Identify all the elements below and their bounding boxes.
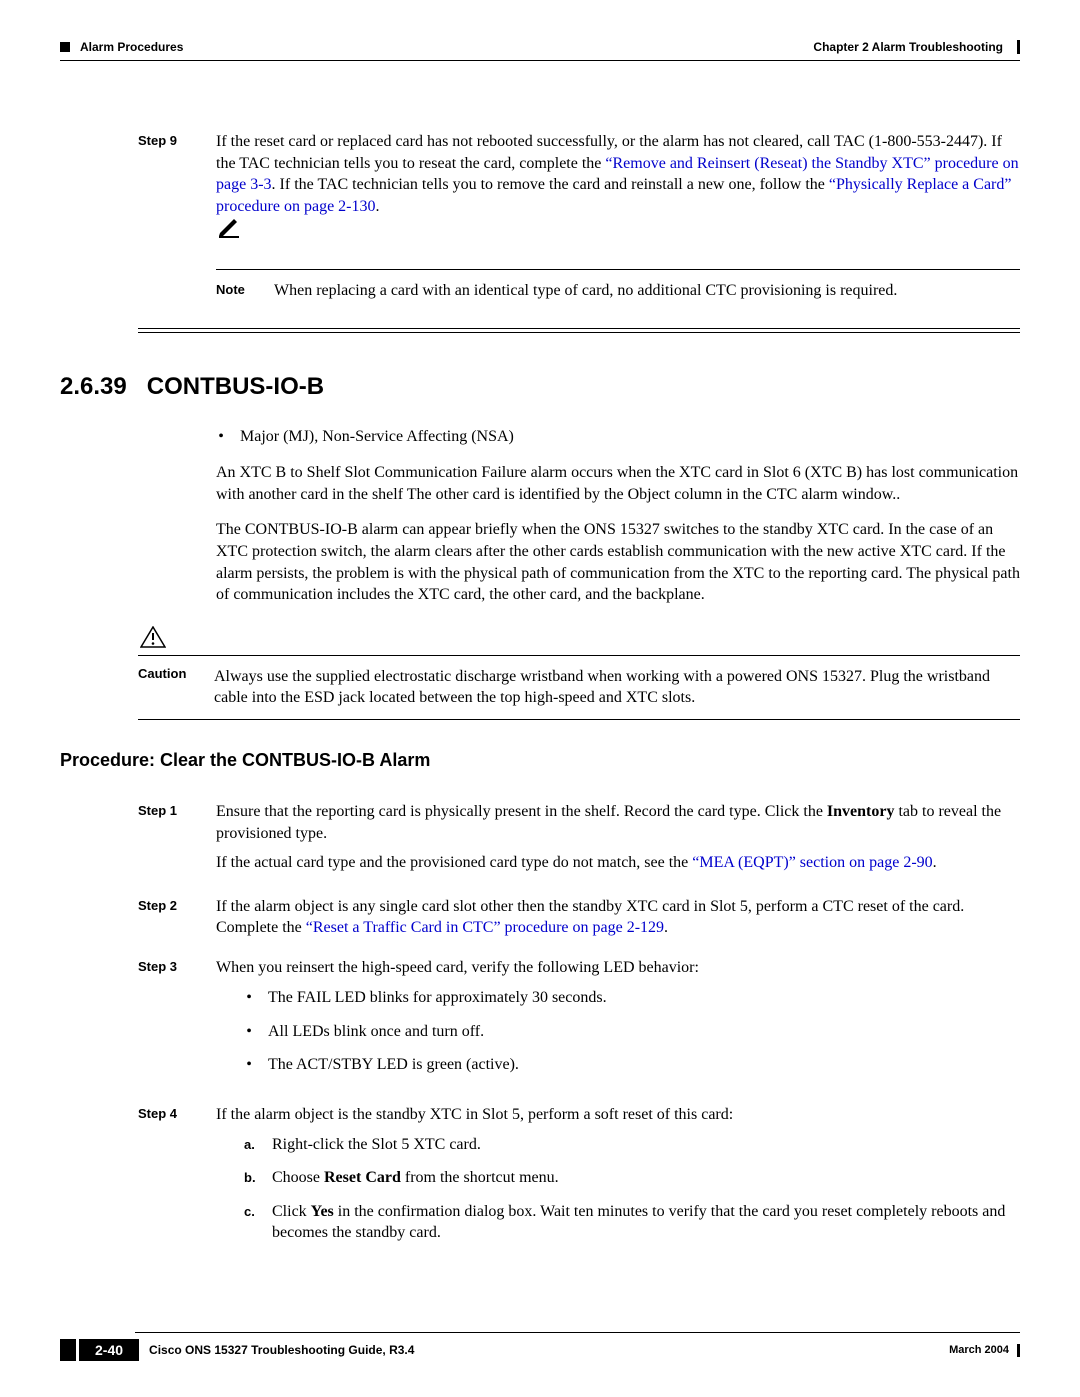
step-4-label: Step 4 <box>138 1104 198 1256</box>
section-number: 2.6.39 <box>60 373 127 400</box>
step-4-a-text: Right-click the Slot 5 XTC card. <box>272 1134 481 1156</box>
note-text: When replacing a card with an identical … <box>274 280 1020 302</box>
caution-triangle-icon <box>140 626 166 648</box>
step-4-item-c: c. Click Yes in the confirmation dialog … <box>244 1201 1020 1244</box>
severity-bullet-block: • Major (MJ), Non-Service Affecting (NSA… <box>216 425 1020 448</box>
step-4-item-b: b. Choose Reset Card from the shortcut m… <box>244 1167 1020 1189</box>
step-1-bold-inventory: Inventory <box>827 803 895 820</box>
step-3-label: Step 3 <box>138 957 198 1086</box>
step-3-bullet-3: • The ACT/STBY LED is green (active). <box>244 1053 1020 1076</box>
page-footer: 2-40 Cisco ONS 15327 Troubleshooting Gui… <box>60 1332 1020 1361</box>
step-3-bullet-2-text: All LEDs blink once and turn off. <box>268 1020 484 1043</box>
header-bar-icon <box>1017 40 1020 54</box>
page-header: Alarm Procedures Chapter 2 Alarm Trouble… <box>60 40 1020 54</box>
step-4-c-bold: Yes <box>311 1203 334 1220</box>
step-3-bullet-2: • All LEDs blink once and turn off. <box>244 1020 1020 1043</box>
procedure-heading: Procedure: Clear the CONTBUS-IO-B Alarm <box>60 750 1020 771</box>
caution-rule-top <box>138 655 1020 656</box>
note-label: Note <box>216 280 256 297</box>
step-3-row: Step 3 When you reinsert the high-speed … <box>138 957 1020 1086</box>
step-9-label: Step 9 <box>138 131 198 217</box>
step-1-body: Ensure that the reporting card is physic… <box>216 801 1020 878</box>
alpha-marker-c: c. <box>244 1201 262 1244</box>
header-chapter-label: Chapter 2 Alarm Troubleshooting <box>813 40 1003 54</box>
caution-text: Always use the supplied electrostatic di… <box>214 666 1020 709</box>
step-4-row: Step 4 If the alarm object is the standb… <box>138 1104 1020 1256</box>
bullet-dot-icon: • <box>216 425 226 448</box>
page-number-badge: 2-40 <box>60 1339 139 1361</box>
step-2-row: Step 2 If the alarm object is any single… <box>138 896 1020 939</box>
step-3-body: When you reinsert the high-speed card, v… <box>216 957 1020 1086</box>
header-square-icon <box>60 42 70 52</box>
step-1-text-d: . <box>933 854 937 871</box>
note-block: Note When replacing a card with an ident… <box>216 235 1020 302</box>
step-4-c-text-2: in the confirmation dialog box. Wait ten… <box>272 1203 1005 1242</box>
footer-bar-icon <box>1017 1344 1020 1357</box>
step-4-c-text-1: Click <box>272 1203 311 1220</box>
link-mea-eqpt[interactable]: “MEA (EQPT)” section on page 2-90 <box>692 854 932 871</box>
note-rule-top <box>216 269 1020 270</box>
header-rule <box>60 60 1020 61</box>
step-9-row: Step 9 If the reset card or replaced car… <box>138 131 1020 217</box>
bullet-dot-icon: • <box>244 1053 254 1076</box>
step-4-item-a: a. Right-click the Slot 5 XTC card. <box>244 1134 1020 1156</box>
step-3-bullet-1: • The FAIL LED blinks for approximately … <box>244 986 1020 1009</box>
section-divider <box>138 328 1020 333</box>
step-2-body: If the alarm object is any single card s… <box>216 896 1020 939</box>
para-description-2: The CONTBUS-IO-B alarm can appear briefl… <box>216 519 1020 605</box>
section-heading: 2.6.39 CONTBUS-IO-B <box>60 373 1020 401</box>
severity-text: Major (MJ), Non-Service Affecting (NSA) <box>240 425 514 448</box>
step-4-body: If the alarm object is the standby XTC i… <box>216 1104 1020 1256</box>
footer-rule <box>135 1332 1020 1333</box>
step-9-body: If the reset card or replaced card has n… <box>216 131 1020 217</box>
step-2-text-b: . <box>664 919 668 936</box>
step-4-b-bold: Reset Card <box>324 1169 401 1186</box>
step-1-label: Step 1 <box>138 801 198 878</box>
step-3-text: When you reinsert the high-speed card, v… <box>216 959 699 976</box>
step-9-text-2: . If the TAC technician tells you to rem… <box>272 176 829 193</box>
bullet-dot-icon: • <box>244 1020 254 1043</box>
section-title: CONTBUS-IO-B <box>147 373 324 400</box>
step-1-text-c: If the actual card type and the provisio… <box>216 854 692 871</box>
caution-block: Caution Always use the supplied electros… <box>60 626 1020 720</box>
step-1-text-a: Ensure that the reporting card is physic… <box>216 803 827 820</box>
link-reset-traffic-card[interactable]: “Reset a Traffic Card in CTC” procedure … <box>306 919 664 936</box>
header-section-label: Alarm Procedures <box>80 40 183 54</box>
step-4-b-text-1: Choose <box>272 1169 324 1186</box>
step-3-bullet-3-text: The ACT/STBY LED is green (active). <box>268 1053 519 1076</box>
page-number: 2-40 <box>79 1339 139 1361</box>
page-badge-stripe-icon <box>60 1339 76 1361</box>
footer-date: March 2004 <box>949 1344 1009 1356</box>
step-3-bullet-1-text: The FAIL LED blinks for approximately 30… <box>268 986 607 1009</box>
para-description-1: An XTC B to Shelf Slot Communication Fai… <box>216 462 1020 505</box>
alpha-marker-a: a. <box>244 1134 262 1156</box>
step-1-row: Step 1 Ensure that the reporting card is… <box>138 801 1020 878</box>
step-4-text: If the alarm object is the standby XTC i… <box>216 1106 733 1123</box>
caution-label: Caution <box>138 666 196 681</box>
step-9-text-3: . <box>376 198 380 215</box>
alpha-marker-b: b. <box>244 1167 262 1189</box>
footer-doc-title: Cisco ONS 15327 Troubleshooting Guide, R… <box>139 1343 414 1357</box>
note-pencil-icon <box>216 235 276 269</box>
bullet-dot-icon: • <box>244 986 254 1009</box>
step-2-label: Step 2 <box>138 896 198 939</box>
step-4-b-text-2: from the shortcut menu. <box>401 1169 559 1186</box>
caution-rule-bottom <box>138 719 1020 720</box>
